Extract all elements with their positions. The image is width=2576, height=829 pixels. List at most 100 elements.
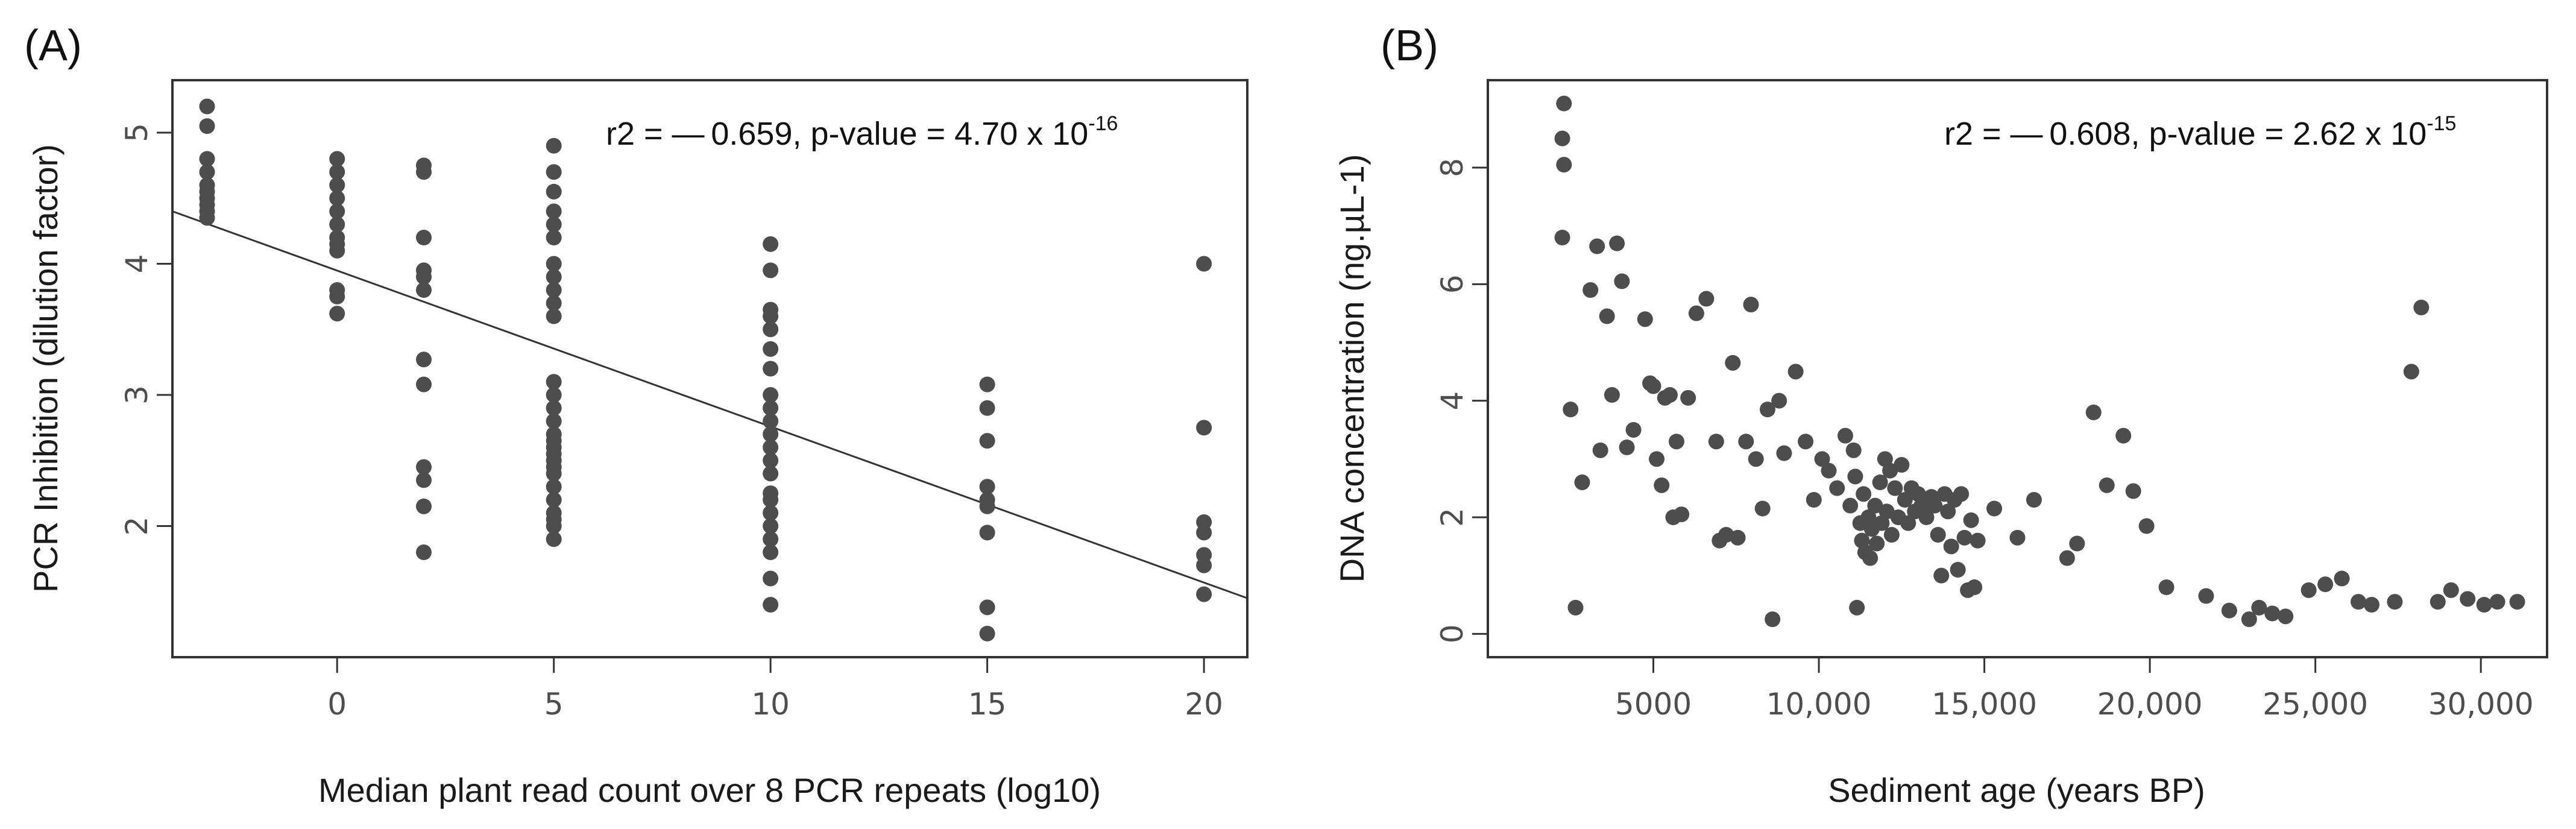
- panel-b-data-point: [1821, 462, 1837, 479]
- panel-a-data-point: [546, 479, 562, 495]
- panel-b-statistics: r2 = — 0.608, p-value = 2.62 x 10-15: [1944, 112, 2456, 152]
- panel-b-data-point: [2241, 611, 2257, 628]
- panel-b-data-point: [1614, 273, 1630, 289]
- panel-b-data-point: [2278, 608, 2294, 625]
- panel-a-data-point: [763, 505, 779, 521]
- panel-a-data-point: [979, 498, 995, 514]
- panel-a-data-point: [763, 544, 779, 560]
- panel-b-data-point: [1674, 506, 1690, 523]
- panel-b-x-axis: 5000 10,000 15,000 20,000 25,000 30,000: [1615, 657, 2534, 722]
- panel-b-data-point: [1927, 497, 1943, 514]
- panel-a-data-points: [199, 98, 1212, 641]
- panel-b-data-point: [1837, 427, 1853, 444]
- panel-b-data-point: [1878, 503, 1895, 520]
- panel-b-statistics-text: r2 = — 0.608, p-value = 2.62 x 10: [1944, 116, 2426, 152]
- panel-a-data-point: [979, 433, 995, 449]
- panel-a-data-point: [979, 625, 995, 641]
- panel-a-data-point: [763, 597, 779, 613]
- panel-b-data-point: [1645, 378, 1661, 394]
- panel-a-data-point: [415, 459, 432, 475]
- panel-b-data-point: [1918, 509, 1935, 525]
- panel-a-data-point: [1196, 586, 1212, 602]
- panel-b-data-point: [1798, 433, 1814, 450]
- panel-a-data-point: [763, 492, 779, 508]
- panel-a-data-point: [546, 203, 562, 219]
- panel-a-data-point: [546, 492, 562, 508]
- panel-b-x-tick-label: 5000: [1615, 687, 1692, 722]
- panel-b-data-point: [1950, 562, 1966, 578]
- panel-b-data-point: [1814, 451, 1830, 467]
- panel-b-data-point: [1940, 503, 1956, 520]
- panel-b-statistics-exponent: -15: [2426, 112, 2456, 135]
- panel-b-data-points: [1554, 95, 2525, 628]
- panel-b-data-point: [2138, 518, 2155, 534]
- panel-b-data-point: [1649, 451, 1665, 467]
- panel-a-data-point: [546, 256, 562, 272]
- panel-b-data-point: [2334, 570, 2350, 587]
- panel-b-data-point: [2125, 483, 2141, 499]
- panel-b-data-point: [1887, 480, 1903, 496]
- panel-b-data-point: [1554, 130, 1570, 147]
- panel-b-data-point: [1771, 392, 1787, 409]
- panel-b-data-point: [1556, 157, 1572, 173]
- panel-b-data-point: [1738, 433, 1754, 450]
- panel-b-data-point: [1556, 95, 1572, 112]
- panel-a-statistics-text: r2 = — 0.659, p-value = 4.70 x 10: [606, 116, 1088, 152]
- panel-a-data-point: [415, 472, 432, 488]
- panel-b-data-point: [1953, 486, 1970, 502]
- panel-b-data-point: [1668, 433, 1684, 450]
- panel-a-data-point: [763, 465, 779, 482]
- panel-a-y-tick-label: 4: [119, 254, 154, 274]
- panel-b-data-point: [1894, 457, 1910, 473]
- panel-b-data-point: [2443, 582, 2459, 598]
- panel-a-x-tick-label: 15: [968, 687, 1007, 722]
- panel-a-data-point: [329, 306, 345, 322]
- panel-a-data-point: [763, 570, 779, 587]
- panel-b-data-point: [1849, 599, 1865, 616]
- panel-a-data-point: [546, 164, 562, 180]
- panel-a-statistics: r2 = — 0.659, p-value = 4.70 x 10-16: [606, 112, 1118, 152]
- panel-a-data-point: [415, 351, 432, 368]
- panel-b-data-point: [1933, 567, 1950, 584]
- panel-a-data-point: [415, 164, 432, 180]
- panel-a-data-point: [329, 288, 345, 304]
- panel-b-data-point: [1574, 474, 1590, 490]
- panel-b-data-point: [2099, 477, 2115, 493]
- panel-a-data-point: [763, 387, 779, 403]
- panel-b-data-point: [1661, 387, 1678, 403]
- panel-a-data-point: [979, 479, 995, 495]
- panel-a-regression-line: [172, 210, 1248, 599]
- panel-b-data-point: [2158, 579, 2174, 595]
- panel-b-data-point: [2363, 597, 2379, 613]
- panel-a-label: (A): [24, 22, 82, 70]
- panel-b-y-tick-label: 4: [1435, 391, 1470, 411]
- panel-a-y-tick-label: 5: [119, 123, 154, 142]
- panel-a-data-point: [329, 151, 345, 167]
- panel-a-data-point: [546, 137, 562, 154]
- panel-b-data-point: [1582, 282, 1599, 298]
- panel-b-data-point: [1963, 512, 1979, 528]
- panel-a-data-point: [546, 230, 562, 245]
- panel-a-data-point: [763, 452, 779, 468]
- panel-a-data-point: [546, 387, 562, 403]
- panel-a-data-point: [546, 374, 562, 390]
- panel-b-data-point: [2317, 576, 2334, 593]
- panel-b-x-tick-label: 30,000: [2428, 687, 2534, 722]
- panel-a-data-point: [763, 531, 779, 547]
- panel-a-y-axis-title: PCR Inhibition (dilution factor): [27, 144, 65, 593]
- panel-b-data-point: [1956, 529, 1973, 546]
- panel-b-data-point: [1883, 527, 1900, 543]
- panel-b-data-point: [1970, 532, 1986, 549]
- panel-a-data-point: [415, 269, 432, 285]
- panel-a-data-point: [199, 98, 215, 115]
- panel-b-x-tick-label: 10,000: [1766, 687, 1872, 722]
- panel-b-data-point: [1856, 486, 1872, 502]
- panel-b: (B) 0 2 4 6 8 5000 10,000 15,000 20,000 25,000 30…: [1333, 22, 2548, 809]
- panel-b-label: (B): [1381, 22, 1438, 70]
- panel-b-y-axis-title: DNA concentration (ng.µL-1): [1333, 154, 1371, 583]
- panel-b-data-point: [1708, 433, 1724, 450]
- panel-a-data-point: [415, 498, 432, 514]
- panel-b-data-point: [2300, 582, 2317, 598]
- panel-b-data-point: [1698, 291, 1715, 307]
- panel-a-data-point: [199, 164, 215, 180]
